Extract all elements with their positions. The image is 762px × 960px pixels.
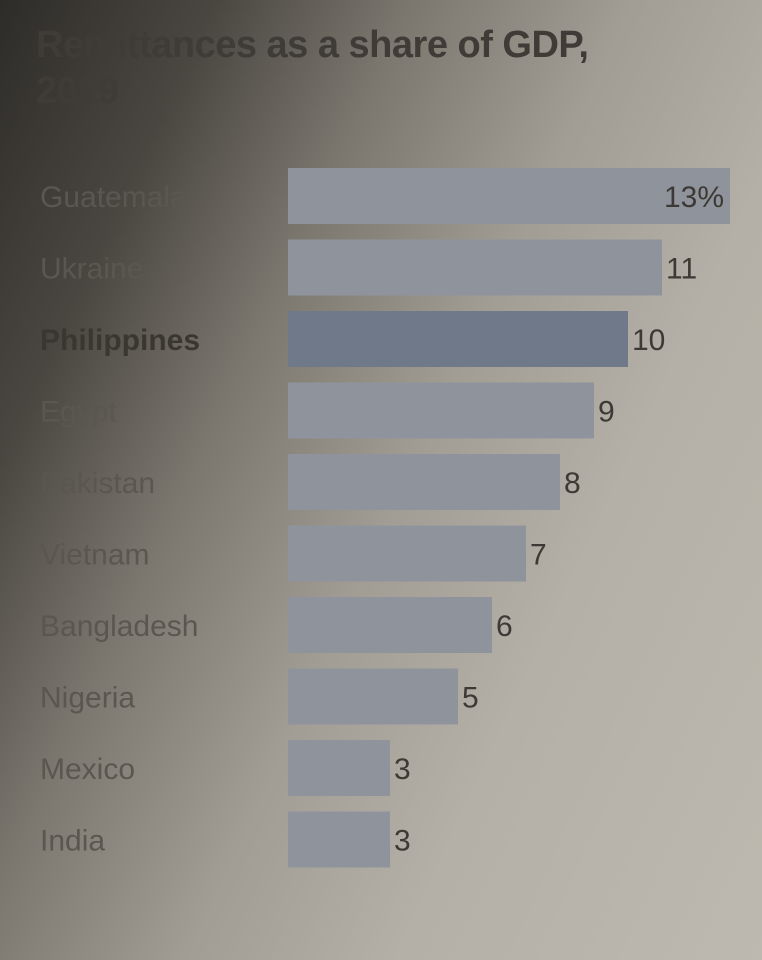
value-label: 11 [666, 253, 697, 286]
bar-vietnam [288, 525, 526, 582]
bar-bangladesh [288, 597, 492, 653]
bar-philippines [288, 311, 628, 367]
bar-mexico [288, 740, 390, 796]
value-label: 9 [598, 396, 615, 429]
category-label: Egypt [40, 396, 117, 429]
bar-nigeria [288, 668, 458, 725]
value-label: 6 [496, 610, 513, 643]
value-label: 3 [394, 825, 411, 858]
bar-ukraine [288, 239, 662, 296]
value-label: 5 [462, 682, 479, 715]
category-label: Bangladesh [40, 610, 198, 643]
value-label: 3 [394, 753, 411, 786]
value-label: 13% [664, 181, 724, 214]
value-label: 10 [632, 324, 665, 357]
chart-title: Remittances as a share of GDP, 2019 [36, 24, 589, 112]
category-label: Philippines [40, 324, 200, 357]
category-label: Pakistan [40, 467, 155, 500]
value-label: 7 [530, 539, 547, 572]
category-label: Ukraine [40, 253, 143, 286]
category-label: Guatemala [40, 181, 187, 214]
bar-india [288, 811, 390, 868]
category-label: Vietnam [40, 539, 150, 572]
category-label: Nigeria [40, 682, 135, 715]
category-label: Mexico [40, 753, 135, 786]
bar-egypt [288, 382, 594, 439]
bar-pakistan [288, 454, 560, 510]
bar-guatemala [288, 168, 730, 224]
category-label: India [40, 825, 105, 858]
value-label: 8 [564, 467, 581, 500]
